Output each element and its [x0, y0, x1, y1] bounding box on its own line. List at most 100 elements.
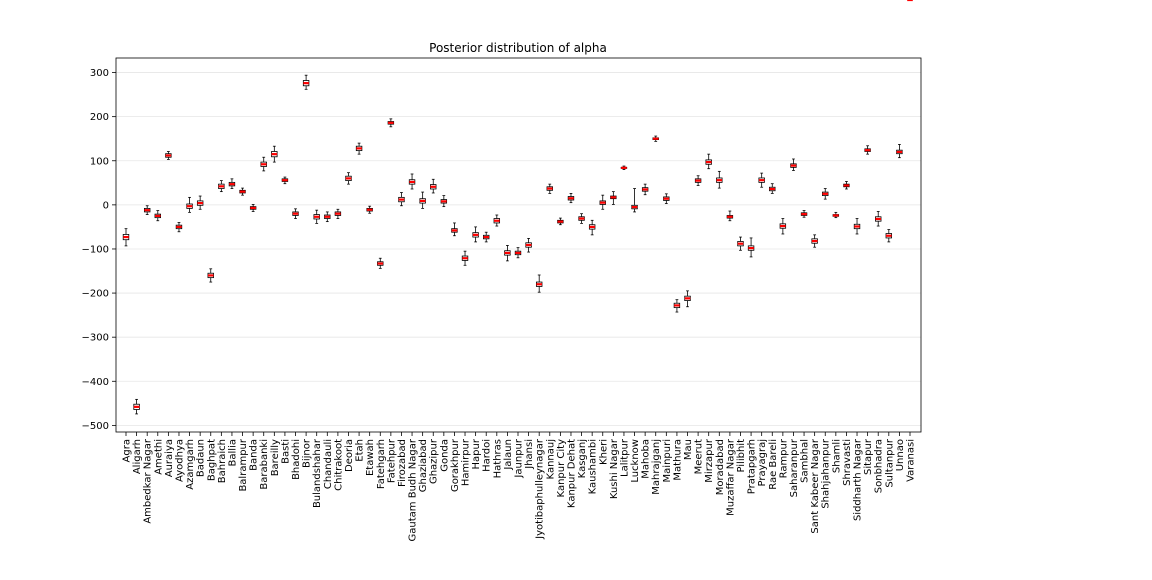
- box-9: [218, 180, 225, 193]
- x-axis: Agra Aligarh Ambedkar Nagar Amethi Auraiya Ay…: [122, 432, 917, 541]
- x-tick-label: Unnao: [895, 439, 906, 471]
- box-54: [694, 175, 702, 186]
- box-50: [652, 135, 659, 142]
- box-72: [885, 229, 893, 243]
- box-21: [345, 172, 352, 185]
- box-15: [281, 176, 289, 185]
- box-31: [451, 222, 458, 237]
- box-64: [800, 210, 808, 218]
- x-tick-label: Lalitpur: [619, 438, 630, 477]
- box-71: [875, 211, 882, 227]
- x-tick-label: Gautam Budh Nagar: [408, 438, 419, 541]
- x-tick-label: Rampur: [778, 438, 789, 478]
- chart-title: Posterior distribution of alpha: [429, 41, 607, 55]
- box-27: [408, 173, 416, 190]
- box-29: [430, 178, 437, 194]
- x-tick-label: Kasganj: [577, 439, 588, 478]
- box-24: [377, 257, 384, 269]
- x-tick-label: Hapur: [471, 438, 482, 469]
- y-tick-label: −100: [82, 244, 109, 255]
- box-51: [663, 193, 670, 204]
- x-tick-label: Hamirpur: [461, 438, 472, 486]
- box-7: [196, 195, 204, 210]
- x-tick-label: Amethi: [153, 439, 164, 475]
- x-tick-label: Kanpur Dehat: [566, 439, 577, 508]
- box-66: [822, 188, 829, 200]
- box-10: [228, 178, 236, 189]
- box-32: [461, 250, 469, 266]
- box-49: [641, 183, 649, 196]
- x-tick-label: Rae Bareli: [768, 439, 779, 490]
- box-3: [154, 210, 161, 222]
- x-tick-label: Kaushambi: [588, 439, 599, 494]
- x-tick-label: Pratapgarh: [747, 439, 758, 494]
- box-55: [705, 153, 712, 170]
- x-tick-label: Sant Kabeer Nagar: [810, 438, 821, 533]
- x-tick-label: Prayagraj: [757, 439, 768, 487]
- x-tick-label: Pilibhit: [736, 439, 747, 473]
- plot-frame: [115, 57, 922, 433]
- box-6: [186, 196, 193, 213]
- box-61: [769, 183, 776, 194]
- x-tick-label: Hardoi: [482, 439, 493, 472]
- x-tick-label: Sultanpur: [884, 438, 895, 488]
- x-tick-label: Bulandshahar: [312, 438, 323, 508]
- x-tick-label: Jaunpur: [514, 438, 525, 478]
- box-18: [313, 209, 320, 224]
- x-tick-label: Fatehgarh: [376, 439, 387, 489]
- x-tick-label: Siddharth Nagar: [853, 438, 864, 521]
- x-tick-label: Shravasti: [842, 439, 853, 486]
- y-axis: 300 200 100 0 −100 −200 −300 −400 −500: [82, 68, 116, 432]
- box-23: [366, 205, 373, 214]
- x-tick-label: Mau: [683, 439, 694, 460]
- x-tick-label: Kanpur City: [556, 439, 567, 498]
- x-tick-label: Ballia: [227, 439, 238, 466]
- x-tick-label: Mathura: [672, 439, 683, 481]
- x-tick-label: Bijnor: [302, 438, 313, 468]
- box-48: [631, 188, 638, 213]
- box-58: [737, 236, 744, 251]
- x-tick-label: Kushi Nagar: [609, 438, 620, 499]
- x-tick-label: Jhansi: [524, 439, 535, 470]
- box-42: [567, 192, 575, 204]
- x-tick-label: Ghazipur: [429, 438, 440, 484]
- x-tick-label: Fatehpur: [386, 438, 397, 483]
- box-68: [843, 181, 850, 190]
- box-63: [790, 158, 797, 171]
- x-tick-label: Auraiya: [164, 439, 175, 477]
- x-tick-label: Chandauli: [323, 439, 334, 489]
- x-tick-label: Firozabad: [397, 439, 408, 487]
- box-22: [355, 142, 363, 155]
- x-tick-label: Bhadohi: [291, 439, 302, 480]
- box-1: [133, 398, 140, 415]
- x-tick-label: Bareilly: [270, 439, 281, 476]
- boxes: [122, 0, 913, 415]
- x-tick-label: Gorakhpur: [450, 438, 461, 492]
- x-tick-label: Basti: [280, 439, 291, 464]
- x-tick-label: Sonbhadra: [874, 439, 885, 493]
- x-tick-label: Ayodhya: [174, 439, 185, 482]
- x-tick-label: Varanasi: [906, 439, 917, 482]
- box-41: [557, 217, 564, 226]
- x-tick-label: Deoria: [344, 439, 355, 472]
- box-0: [122, 228, 130, 247]
- x-tick-label: Gonda: [439, 439, 450, 472]
- box-69: [853, 218, 861, 235]
- box-56: [716, 170, 723, 189]
- box-46: [610, 191, 617, 205]
- box-36: [504, 245, 511, 262]
- y-tick-label: −500: [82, 421, 109, 432]
- box-37: [514, 247, 522, 259]
- box-4: [165, 151, 172, 160]
- x-tick-label: Bahraich: [217, 439, 228, 483]
- x-tick-label: Jyotibaphulleynagar: [535, 438, 546, 540]
- box-5: [175, 222, 183, 233]
- x-tick-label: Baghpat: [206, 439, 217, 481]
- box-8: [207, 268, 214, 283]
- y-tick-label: −400: [82, 377, 109, 388]
- box-25: [387, 118, 395, 128]
- x-tick-label: Banda: [249, 439, 260, 471]
- box-19: [324, 211, 331, 223]
- x-tick-label: Shahjahanpur: [821, 438, 832, 509]
